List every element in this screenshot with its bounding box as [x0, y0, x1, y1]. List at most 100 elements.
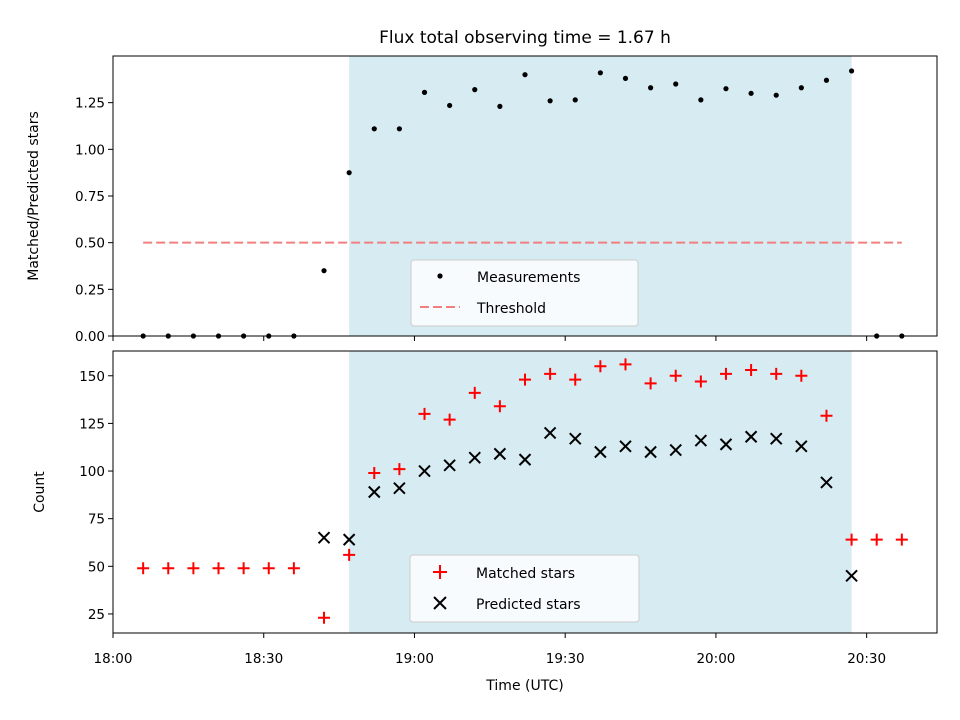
predicted-star-point [543, 426, 557, 440]
matched-star-point [418, 407, 431, 420]
y-tick-label: 100 [79, 464, 105, 480]
measurement-point [773, 92, 779, 98]
predicted-star-point [342, 533, 356, 546]
y-tick-label: 1.25 [75, 96, 105, 112]
matched-star-point [770, 367, 783, 380]
matched-star-point [895, 533, 908, 546]
matched-star-point [368, 466, 381, 479]
measurement-point [748, 90, 754, 96]
bottom-y-axis-label: Count [32, 471, 48, 513]
matched-star-point [669, 369, 682, 382]
measurement-point [547, 98, 553, 104]
matched-star-point [795, 369, 808, 382]
bottom-y-ticks: 25 50 75 100 125 150 [79, 369, 113, 623]
predicted-star-point [317, 531, 331, 544]
x-tick-label: 19:30 [546, 651, 585, 667]
matched-star-point [544, 367, 557, 380]
chart-title: Flux total observing time = 1.67 h [379, 28, 671, 48]
legend-predicted-label: Predicted stars [476, 597, 581, 613]
measurement-point [321, 268, 327, 274]
legend-measurements-marker [437, 273, 443, 279]
predicted-star-point [719, 438, 733, 451]
measurement-point [421, 89, 428, 95]
x-tick-label: 18:30 [244, 651, 283, 667]
matched-star-point [393, 463, 406, 476]
x-tick-label: 18:00 [94, 651, 133, 667]
matched-star-point [870, 533, 883, 546]
matched-star-point [137, 562, 150, 575]
measurement-point [346, 170, 352, 176]
top-y-ticks: 0.00 0.25 0.50 0.75 1.00 1.25 [75, 96, 113, 345]
y-tick-label: 75 [88, 512, 105, 528]
predicted-star-point [845, 569, 858, 583]
measurement-point [597, 70, 603, 76]
predicted-stars-series [317, 426, 858, 583]
legend-matched-label: Matched stars [476, 566, 575, 582]
matched-star-point [569, 373, 582, 386]
predicted-star-point [443, 459, 456, 472]
bottom-x-ticks: 18:00 18:30 19:00 19:30 20:00 20:30 [94, 633, 886, 667]
x-tick-label: 19:00 [395, 651, 434, 667]
matched-star-point [745, 364, 758, 377]
predicted-star-point [418, 464, 431, 478]
predicted-star-point [619, 440, 632, 453]
measurement-point [447, 102, 453, 109]
bottom-panel: 25 50 75 100 125 150 18:00 18:30 19:00 19:30 20:0… [32, 350, 938, 694]
measurement-point [572, 97, 578, 103]
top-x-ticks [112, 336, 868, 341]
matched-star-point [820, 409, 833, 422]
measurement-point [396, 126, 402, 132]
bottom-axes-frame [112, 350, 938, 634]
matched-star-point [262, 562, 275, 575]
matched-star-point [493, 400, 506, 413]
matched-star-point [187, 562, 200, 575]
measurement-point [723, 86, 729, 92]
predicted-star-point [569, 432, 582, 445]
matched-star-point [212, 562, 225, 575]
measurement-point [522, 72, 528, 78]
matched-star-point [644, 377, 657, 390]
matched-star-point [237, 562, 250, 575]
matched-star-point [845, 533, 858, 546]
matched-star-point [162, 562, 175, 575]
measurement-point [673, 81, 679, 87]
measurement-point [472, 87, 478, 93]
matched-stars-series [137, 358, 908, 624]
y-tick-label: 0.50 [75, 236, 105, 252]
predicted-star-point [795, 440, 808, 453]
y-tick-label: 150 [79, 369, 105, 385]
predicted-star-point [669, 443, 682, 457]
matched-star-point [594, 360, 607, 373]
measurement-point [497, 103, 503, 109]
matched-star-point [287, 562, 300, 575]
predicted-star-point [770, 432, 783, 445]
matched-star-point [519, 373, 531, 386]
x-tick-label: 20:00 [696, 651, 735, 667]
x-axis-label: Time (UTC) [485, 678, 563, 694]
y-tick-label: 50 [88, 559, 105, 575]
bottom-legend-box [409, 554, 640, 623]
measurements-series [140, 68, 905, 339]
predicted-star-point [518, 453, 532, 466]
measurement-point [698, 97, 704, 103]
matched-star-point [619, 358, 632, 371]
measurement-point [648, 85, 654, 91]
y-tick-label: 25 [88, 607, 105, 623]
bottom-legend: Matched stars Predicted stars [409, 554, 640, 623]
matched-star-point [719, 367, 732, 380]
predicted-star-point [368, 485, 381, 499]
predicted-star-point [744, 430, 758, 443]
measurement-point [848, 68, 855, 74]
predicted-star-point [594, 445, 607, 459]
y-tick-label: 0.75 [75, 189, 105, 205]
top-legend-box [410, 259, 639, 327]
legend-predicted-marker [433, 596, 447, 610]
predicted-star-point [493, 447, 507, 461]
matched-star-point [343, 548, 356, 561]
matched-star-point [694, 375, 707, 388]
legend-matched-marker [433, 565, 447, 579]
matched-star-point [318, 611, 331, 624]
matched-star-point [468, 386, 481, 399]
measurement-point [371, 126, 377, 132]
